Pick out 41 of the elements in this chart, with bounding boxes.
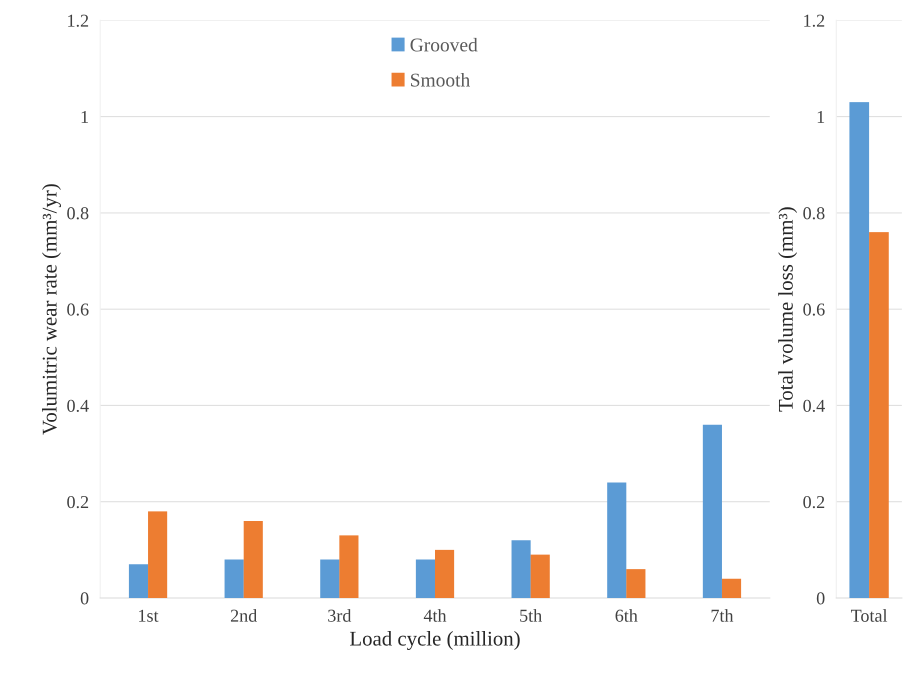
x-tick-label: Total (851, 609, 888, 622)
legend-label: Smooth (411, 72, 470, 87)
x-tick-label: 2nd (230, 609, 258, 622)
bar (702, 424, 722, 598)
y-tick-label: 0 (816, 592, 824, 604)
bar (435, 550, 454, 598)
bar (224, 559, 244, 598)
y-tick-label: 0.8 (67, 207, 88, 220)
bar (512, 540, 531, 598)
x-tick-label: 3rd (328, 609, 352, 622)
x-tick-label: 4th (424, 609, 446, 622)
y-tick-label: 1.2 (804, 14, 824, 27)
x-tick-label: 7th (712, 609, 734, 622)
y-tick-label: 0.2 (803, 496, 824, 508)
y-tick-label: 0.6 (67, 303, 89, 316)
y-tick-label: 0.2 (67, 496, 88, 508)
x-tick-label: 1st (139, 610, 158, 622)
bar (244, 520, 263, 598)
x-tick-label: 6th (616, 609, 638, 622)
y-tick-label: 0.4 (803, 400, 825, 412)
bar (416, 559, 436, 598)
bar (320, 559, 340, 598)
bar (128, 564, 148, 598)
bar (148, 511, 168, 598)
bar (626, 569, 646, 598)
y-tick-label: 1 (818, 110, 824, 123)
bar (530, 554, 550, 598)
y-axis-title: Total volume loss (mm³) (778, 207, 798, 412)
bar (607, 482, 626, 598)
bar (722, 578, 742, 598)
y-tick-label: 0.8 (803, 207, 824, 220)
y-axis-title: Volumitric wear rate (mm³/yr) (42, 184, 61, 435)
x-axis-title: Load cycle (million) (350, 631, 520, 650)
y-tick-label: 1.2 (68, 14, 88, 27)
y-tick-label: 0.4 (67, 400, 89, 412)
y-tick-label: 0 (80, 592, 88, 604)
legend-label: Grooved (410, 38, 478, 52)
x-tick-label: 5th (520, 609, 542, 622)
y-tick-label: 1 (82, 110, 88, 123)
bar (339, 535, 358, 598)
y-tick-label: 0.6 (803, 303, 825, 316)
